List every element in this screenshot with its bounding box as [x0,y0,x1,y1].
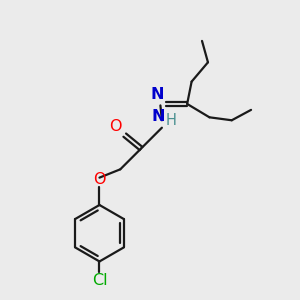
Text: H: H [166,113,177,128]
Text: O: O [93,172,106,187]
Text: Cl: Cl [92,273,107,288]
Text: O: O [109,119,122,134]
Text: N: N [151,87,164,102]
Text: N: N [152,109,165,124]
